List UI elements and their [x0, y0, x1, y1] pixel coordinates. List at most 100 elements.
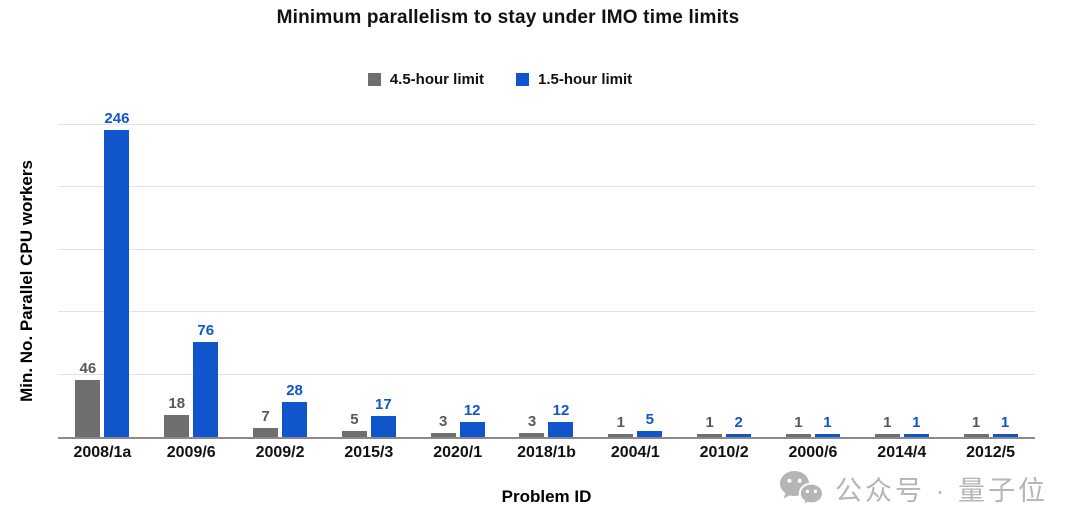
bar-wrap: 7 [253, 408, 279, 437]
bar-group-2018/1b: 3 12 [502, 125, 591, 437]
x-tick-label: 2015/3 [344, 444, 394, 461]
bar-wrap: 246 [104, 111, 129, 437]
bar-1-5-hour-limit [637, 430, 663, 437]
bar-wrap: 17 [370, 395, 396, 437]
bar-group-2009/2: 7 28 [236, 125, 325, 437]
bar-wrap: 12 [459, 402, 485, 437]
bar-1-5-hour-limit [726, 434, 752, 437]
value-label: 18 [168, 394, 186, 412]
x-tick-label: 2004/1 [610, 444, 660, 461]
watermark: 公众号 · 量子位 [778, 468, 1048, 508]
x-tick-label: 2014/4 [877, 444, 927, 461]
bar-1-5-hour-limit [548, 422, 574, 437]
legend-swatch-gray [367, 73, 381, 86]
bar-wrap: 1 [785, 414, 811, 437]
value-label: 1 [971, 414, 981, 431]
x-tick-label: 2012/5 [966, 444, 1016, 461]
x-axis-title: Problem ID [501, 487, 592, 506]
wechat-icon [780, 470, 825, 507]
bar-1-5-hour-limit [992, 434, 1018, 437]
bar-group-2009/6: 18 76 [147, 125, 236, 437]
bar-4-5-hour-limit [164, 414, 190, 437]
bar-4-5-hour-limit [253, 428, 279, 437]
bar-group-2008/1a: 46 246 [58, 111, 147, 437]
bar-4-5-hour-limit [75, 379, 101, 437]
bar-wrap: 76 [193, 322, 219, 437]
value-label: 3 [439, 413, 448, 431]
bar-1-5-hour-limit [370, 415, 396, 437]
bar-wrap: 12 [548, 402, 574, 437]
value-label: 17 [375, 395, 392, 413]
value-label: 5 [645, 410, 654, 428]
bar-1-5-hour-limit [193, 342, 219, 437]
value-label: 12 [552, 402, 570, 420]
bar-4-5-hour-limit [608, 434, 634, 437]
x-axis-labels: 2008/1a 2009/6 2009/2 2015/3 2020/1 2018/1b 20… [58, 444, 1035, 464]
x-tick-label: 2009/2 [255, 444, 305, 461]
bar-wrap: 1 [992, 414, 1018, 437]
bar-1-5-hour-limit [459, 422, 485, 437]
x-tick-label: 2020/1 [433, 444, 483, 461]
gridline [58, 124, 1035, 125]
value-label: 1 [883, 414, 892, 431]
bar-4-5-hour-limit [874, 434, 900, 437]
value-label: 28 [286, 382, 303, 400]
bar-wrap: 1 [608, 415, 634, 437]
chart-title: Minimum parallelism to stay under IMO ti… [276, 7, 740, 28]
legend-label-1-5-hour-limit: 1.5-hour limit [538, 71, 633, 88]
bar-1-5-hour-limit [104, 130, 130, 437]
bar-group-2020/1: 3 12 [413, 125, 502, 437]
gridline [58, 186, 1035, 188]
x-tick-label: 2018/1b [517, 444, 576, 461]
x-tick-label: 2009/6 [166, 444, 216, 461]
legend-swatch-blue [516, 73, 529, 86]
bar-4-5-hour-limit [785, 434, 811, 437]
bar-wrap: 1 [963, 414, 989, 437]
value-label: 1 [794, 414, 803, 431]
x-tick-label: 2008/1a [73, 444, 132, 461]
plot-area: 46 246 18 76 7 28 5 17 3 12 3 12 1 5 1 2 1 1 1 1 1 1 [58, 111, 1035, 439]
gridline [58, 373, 1035, 375]
bar-1-5-hour-limit [903, 434, 929, 437]
legend: 4.5-hour limit 1.5-hour limit [0, 71, 1000, 88]
value-label: 76 [197, 322, 215, 340]
bar-wrap: 28 [282, 382, 308, 437]
bar-group-2015/3: 5 17 [324, 125, 413, 437]
value-label: 1 [1000, 414, 1010, 431]
bar-4-5-hour-limit [519, 433, 545, 437]
value-label: 1 [705, 414, 714, 431]
bar-1-5-hour-limit [814, 434, 840, 437]
x-tick-label: 2000/6 [788, 444, 838, 461]
bar-wrap: 3 [430, 413, 456, 437]
value-label: 12 [463, 402, 481, 420]
bar-4-5-hour-limit [963, 434, 989, 437]
legend-item-4-5-hour-limit: 4.5-hour limit [367, 71, 484, 88]
bar-wrap: 1 [814, 414, 840, 437]
bar-wrap: 5 [637, 410, 663, 437]
bar-wrap: 5 [341, 412, 367, 437]
watermark-text: 公众号 · 量子位 [835, 475, 1048, 506]
value-label: 7 [261, 408, 270, 426]
bar-4-5-hour-limit [430, 433, 456, 437]
legend-label-4-5-hour-limit: 4.5-hour limit [389, 71, 484, 88]
bar-wrap: 1 [697, 414, 723, 437]
gridline [58, 248, 1035, 250]
bar-4-5-hour-limit [341, 430, 367, 437]
gridline [58, 311, 1035, 313]
value-label: 1 [823, 414, 832, 431]
bar-wrap: 2 [726, 414, 752, 437]
bar-wrap: 1 [903, 415, 929, 437]
value-label: 3 [527, 413, 537, 431]
legend-item-1-5-hour-limit: 1.5-hour limit [516, 71, 632, 88]
value-label: 246 [104, 110, 130, 127]
y-axis-title: Min. No. Parallel CPU workers [17, 160, 36, 402]
bar-wrap: 3 [519, 413, 545, 437]
value-label: 2 [734, 414, 743, 431]
bar-wrap: 18 [164, 394, 190, 437]
